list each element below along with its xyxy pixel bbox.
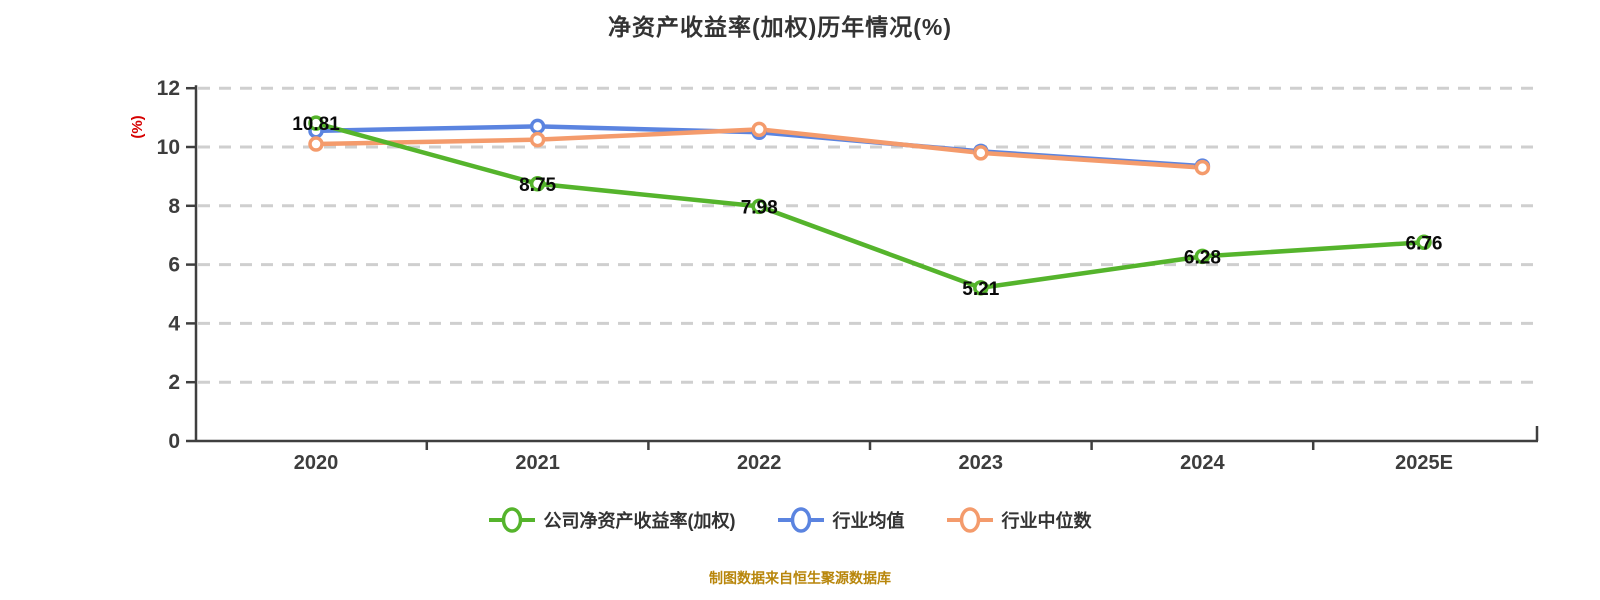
y-tick-label: 10 bbox=[157, 136, 180, 159]
x-tick-label: 2025E bbox=[1395, 452, 1453, 474]
legend-item-company-roe[interactable]: 公司净资产收益率(加权) bbox=[488, 506, 736, 534]
data-point-series2-2022[interactable] bbox=[751, 121, 767, 138]
legend-marker-industry-median-icon bbox=[946, 507, 993, 533]
legend-marker-company-icon bbox=[488, 507, 535, 533]
data-source-caption: 制图数据来自恒生聚源数据库 bbox=[709, 570, 891, 586]
data-point-series2-2021[interactable] bbox=[529, 131, 546, 148]
chart-title: 净资产收益率(加权)历年情况(%) bbox=[607, 14, 953, 40]
y-tick-label: 2 bbox=[168, 371, 180, 394]
x-tick-label: 2020 bbox=[294, 452, 339, 474]
x-tick-label: 2024 bbox=[1180, 452, 1225, 474]
data-point-series0-2023[interactable] bbox=[973, 280, 989, 296]
data-point-series2-2020[interactable] bbox=[308, 136, 324, 152]
value-label: 7.98 bbox=[741, 197, 778, 218]
y-tick-label: 12 bbox=[157, 77, 180, 100]
x-tick-label: 2023 bbox=[959, 452, 1004, 474]
y-tick-label: 6 bbox=[168, 254, 180, 277]
chart-legend: 公司净资产收益率(加权) 行业均值 行业中位数 bbox=[0, 506, 1580, 534]
legend-label-industry-mean: 行业均值 bbox=[832, 511, 905, 531]
value-label: 8.75 bbox=[519, 175, 556, 196]
data-point-series0-2024[interactable] bbox=[1194, 248, 1211, 265]
value-label: 6.28 bbox=[1184, 247, 1221, 268]
data-point-series0-2025E[interactable] bbox=[1416, 234, 1432, 251]
data-point-series0-2022[interactable] bbox=[751, 198, 767, 215]
data-point-series2-2024[interactable] bbox=[1194, 159, 1211, 176]
data-point-series1-2021[interactable] bbox=[529, 118, 546, 135]
data-point-series0-2020[interactable] bbox=[308, 115, 324, 131]
legend-item-industry-mean[interactable]: 行业均值 bbox=[777, 506, 905, 534]
legend-label-industry-median: 行业中位数 bbox=[1001, 511, 1092, 531]
y-tick-label: 0 bbox=[168, 430, 180, 453]
value-label: 5.21 bbox=[962, 279, 999, 300]
y-axis-unit-label: (%) bbox=[129, 115, 146, 138]
x-tick-label: 2021 bbox=[515, 452, 560, 474]
value-label: 10.81 bbox=[292, 114, 340, 135]
data-point-series2-2023[interactable] bbox=[973, 145, 989, 161]
x-tick-label: 2022 bbox=[737, 452, 782, 474]
y-tick-label: 8 bbox=[168, 195, 180, 218]
series-line-0 bbox=[313, 120, 1427, 291]
legend-item-industry-median[interactable]: 行业中位数 bbox=[946, 506, 1092, 534]
value-label: 6.76 bbox=[1406, 233, 1443, 254]
legend-marker-industry-mean-icon bbox=[777, 507, 824, 533]
legend-label-company: 公司净资产收益率(加权) bbox=[543, 511, 736, 531]
y-tick-label: 4 bbox=[168, 312, 180, 335]
data-point-series0-2021[interactable] bbox=[529, 176, 546, 192]
